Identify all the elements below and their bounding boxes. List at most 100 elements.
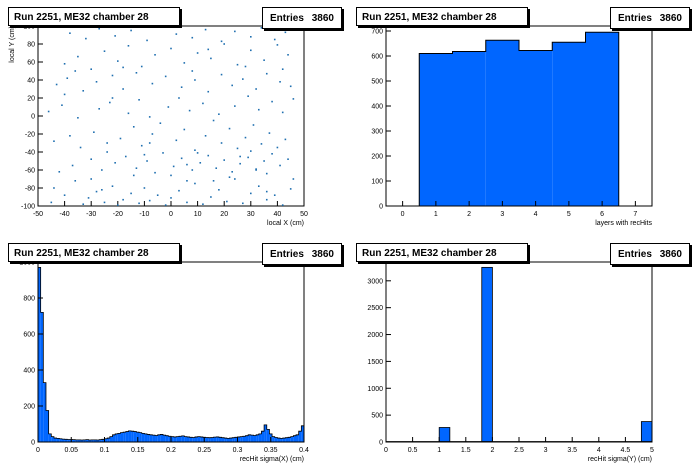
scatter-point <box>196 152 199 154</box>
scatter-point <box>281 204 284 206</box>
histogram-bar <box>229 438 233 442</box>
histogram-bar <box>173 436 177 442</box>
scatter-point <box>218 113 220 115</box>
histogram-bar <box>160 434 164 442</box>
scatter-point <box>191 70 194 72</box>
x-tick-label: 6 <box>600 211 604 218</box>
y-tick-label: -40 <box>25 150 35 157</box>
x-tick-label: 0 <box>384 447 388 454</box>
histogram-bar <box>264 424 267 442</box>
scatter-point <box>180 157 183 160</box>
histogram-outline <box>418 31 620 206</box>
histogram-bar <box>91 439 94 442</box>
histogram-bar <box>48 433 52 442</box>
scatter-point <box>263 59 265 61</box>
x-axis-label: local X (cm) <box>267 220 304 227</box>
histogram-bar <box>261 431 265 442</box>
histogram-bar <box>481 266 493 443</box>
scatter-point <box>186 180 188 182</box>
scatter-point <box>127 112 130 115</box>
y-tick-label: 500 <box>371 79 383 86</box>
x-tick-label: 3.5 <box>567 447 577 454</box>
scatter-point <box>265 190 268 193</box>
stats-label: Entries <box>618 13 652 24</box>
layers-histogram: 0 1 2 3 4 5 6 7 0 100 200 300 400 500 600 700 layers wit… <box>371 25 653 227</box>
x-tick-label: 4 <box>534 211 538 218</box>
x-tick-label: 1.5 <box>461 447 471 454</box>
scatter-point <box>111 185 114 187</box>
histogram-bar <box>40 312 44 442</box>
scatter-point <box>90 178 92 180</box>
pad-local-xy: -50 -40 -30 -20 -10 0 10 20 30 40 50 -100 -80 -60 -40-… <box>4 4 346 236</box>
scatter-point <box>236 147 239 150</box>
scatter-point <box>69 32 71 34</box>
histogram-bar <box>104 438 108 442</box>
scatter-point <box>154 171 156 174</box>
scatter-point <box>183 62 186 64</box>
scatter-point <box>124 155 127 158</box>
scatter-point <box>268 132 271 134</box>
sigma-y-histogram: 0 0.5 1 1.5 2 2.5 3 3.5 4 4.5 5 0 500 1000 1500 2000 250… <box>367 261 654 463</box>
x-tick-label: 3 <box>500 211 504 218</box>
scatter-point <box>220 73 223 76</box>
histogram-bar <box>155 435 158 442</box>
scatter-point <box>234 178 236 180</box>
scatter-point <box>255 169 257 171</box>
plot-frame <box>385 261 653 443</box>
scatter-point <box>138 99 140 101</box>
scatter-point <box>292 98 295 100</box>
histogram-bar <box>208 437 211 442</box>
histogram-bar <box>107 438 110 442</box>
x-tick-label: -50 <box>33 211 43 218</box>
scatter-point <box>247 95 249 97</box>
scatter-point <box>53 140 55 142</box>
scatter-point <box>273 38 276 41</box>
scatter-point <box>93 131 95 133</box>
scatter-point <box>239 162 241 165</box>
pad-title: Run 2251, ME32 chamber 28 <box>356 7 528 26</box>
histogram-bar <box>59 438 62 442</box>
scatter-point <box>151 133 154 135</box>
pad-title: Run 2251, ME32 chamber 28 <box>356 243 528 262</box>
scatter-point <box>191 36 194 39</box>
histogram-outline <box>37 267 305 442</box>
stats-label: Entries <box>270 249 304 260</box>
scatter-point <box>220 40 223 43</box>
scatter-point <box>98 108 100 110</box>
scatter-point <box>135 167 138 169</box>
scatter-point <box>289 188 292 190</box>
stats-value: 3860 <box>659 249 682 260</box>
x-axis-label: layers with recHits <box>595 220 652 227</box>
histogram-bar <box>452 51 486 206</box>
histogram-bar <box>64 439 68 442</box>
histogram-bar <box>152 435 156 442</box>
scatter-point <box>252 124 255 126</box>
histogram-bar <box>75 439 78 442</box>
scatter-point <box>167 106 170 108</box>
scatter-point <box>228 127 231 130</box>
scatter-point <box>281 68 284 70</box>
scatter-point <box>186 163 188 166</box>
stats-box: Entries 3860 <box>610 243 690 265</box>
stats-label: Entries <box>618 249 652 260</box>
y-tick-label: 400 <box>23 368 35 375</box>
scatter-point <box>279 164 281 167</box>
y-tick-label: 60 <box>27 60 35 67</box>
y-tick-label: 100 <box>23 24 35 31</box>
histogram-bar <box>189 437 193 442</box>
scatter-point <box>204 135 207 137</box>
x-tick-label: 30 <box>247 211 255 218</box>
scatter-point <box>194 182 196 185</box>
x-tick-label: 5 <box>650 447 654 454</box>
scatter-point <box>95 81 98 83</box>
x-tick-label: 7 <box>633 211 637 218</box>
scatter-point <box>170 47 172 50</box>
histogram-bar <box>77 439 81 442</box>
y-tick-label: 500 <box>371 413 383 420</box>
histogram-bar <box>245 435 249 442</box>
scatter-point <box>279 81 281 83</box>
scatter-point <box>265 72 268 75</box>
scatter-point <box>162 152 164 154</box>
histogram-bar <box>640 421 653 443</box>
scatter-point <box>58 171 61 173</box>
